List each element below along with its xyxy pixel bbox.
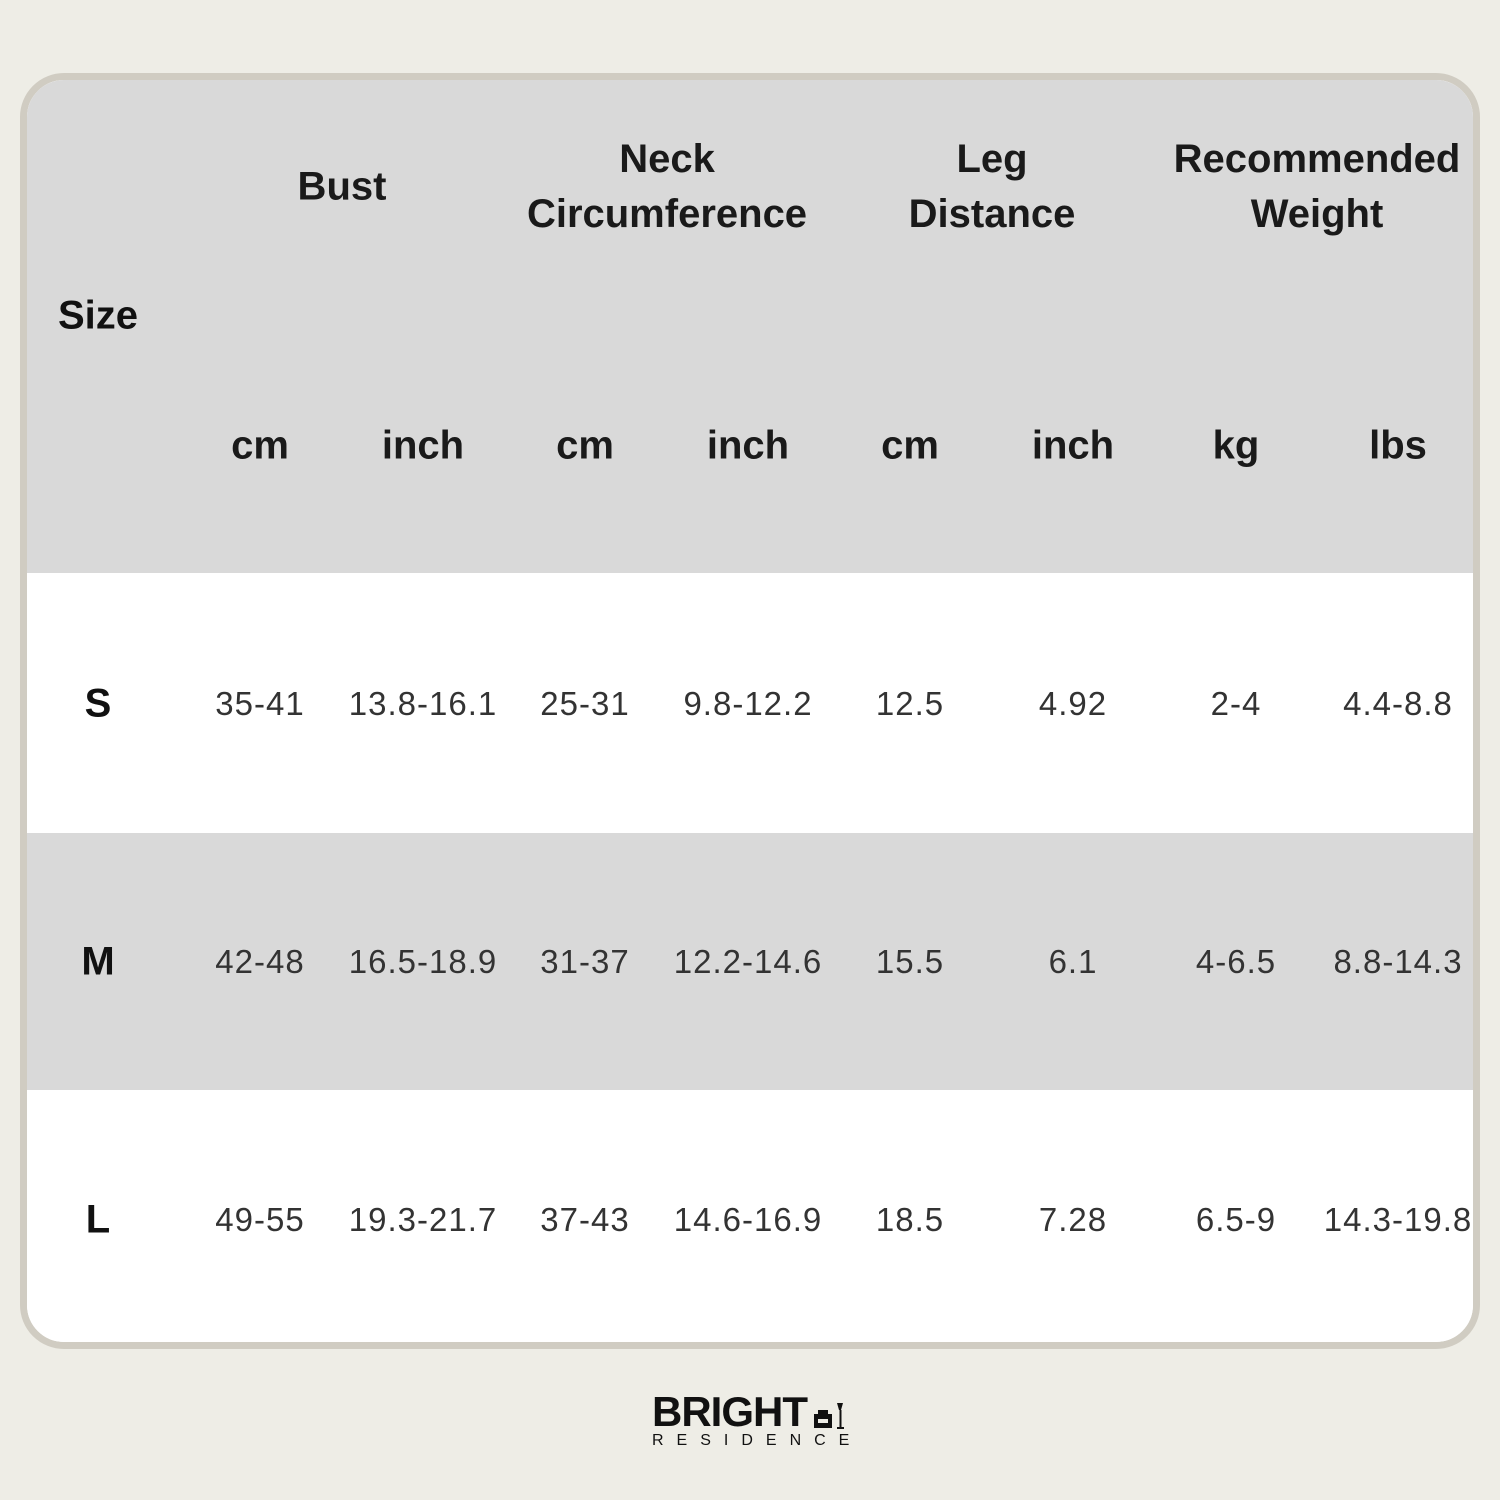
group-header: Recommended Weight [1174, 132, 1461, 242]
table-cell: 42-48 [215, 943, 305, 980]
table-cell: 35-41 [215, 685, 305, 722]
table-cell: 9.8-12.2 [683, 685, 813, 722]
table-cell: 19.3-21.7 [348, 1201, 498, 1238]
armchair-lamp-icon [814, 1403, 844, 1429]
table-cell: 12.5 [875, 685, 945, 722]
group-header: Leg Distance [909, 132, 1076, 242]
table-cell: 4.92 [1038, 685, 1108, 722]
size-chart-table: Size Bust Neck Circumference Leg Distance Reco… [20, 73, 1480, 1349]
row-band-l [27, 1090, 1473, 1342]
table-cell: 14.6-16.9 [673, 1201, 823, 1238]
table-cell: 6.5-9 [1195, 1201, 1277, 1238]
unit-header: kg [1212, 423, 1260, 468]
table-cell: 4-6.5 [1195, 943, 1277, 980]
group-header: Neck Circumference [527, 132, 807, 242]
group-header-line: Circumference [526, 192, 808, 236]
row-band-s [27, 573, 1473, 833]
brand-logo: BRIGHT RESIDENCE [652, 1388, 862, 1450]
table-cell: 14.3-19.8 [1323, 1201, 1473, 1238]
table-cell: 18.5 [875, 1201, 945, 1238]
group-header-line: Recommended [1173, 137, 1461, 181]
table-cell: 49-55 [215, 1201, 305, 1238]
logo-brand-text: BRIGHT [652, 1388, 808, 1435]
table-cell: 13.8-16.1 [348, 685, 498, 722]
group-header-line: Leg [956, 137, 1028, 181]
table-cell: 4.4-8.8 [1343, 685, 1453, 722]
table-cell: 8.8-14.3 [1333, 943, 1463, 980]
unit-header: cm [556, 423, 614, 468]
unit-header: inch [706, 423, 790, 468]
unit-header: cm [881, 423, 939, 468]
unit-header: cm [231, 423, 289, 468]
size-label: L [85, 1197, 111, 1242]
unit-header: lbs [1369, 423, 1427, 468]
group-header: Bust [298, 160, 387, 215]
table-cell: 6.1 [1048, 943, 1098, 980]
group-header-line: Bust [297, 164, 387, 209]
table-cell: 7.28 [1038, 1201, 1108, 1238]
table-cell: 31-37 [540, 943, 630, 980]
table-cell: 37-43 [540, 1201, 630, 1238]
group-header-line: Distance [908, 192, 1076, 236]
size-label: M [81, 939, 115, 984]
table-cell: 25-31 [540, 685, 630, 722]
header-band [27, 80, 1473, 573]
table-cell: 2-4 [1210, 685, 1262, 722]
table-cell: 16.5-18.9 [348, 943, 498, 980]
size-label: S [84, 681, 112, 726]
unit-header: inch [381, 423, 465, 468]
table-cell: 15.5 [875, 943, 945, 980]
table-cell: 12.2-14.6 [673, 943, 823, 980]
logo-sub-text: RESIDENCE [652, 1432, 863, 1449]
size-column-header: Size [57, 293, 139, 338]
row-band-m [27, 833, 1473, 1090]
group-header-line: Weight [1250, 192, 1384, 236]
unit-header: inch [1031, 423, 1115, 468]
group-header-line: Neck [619, 137, 715, 181]
